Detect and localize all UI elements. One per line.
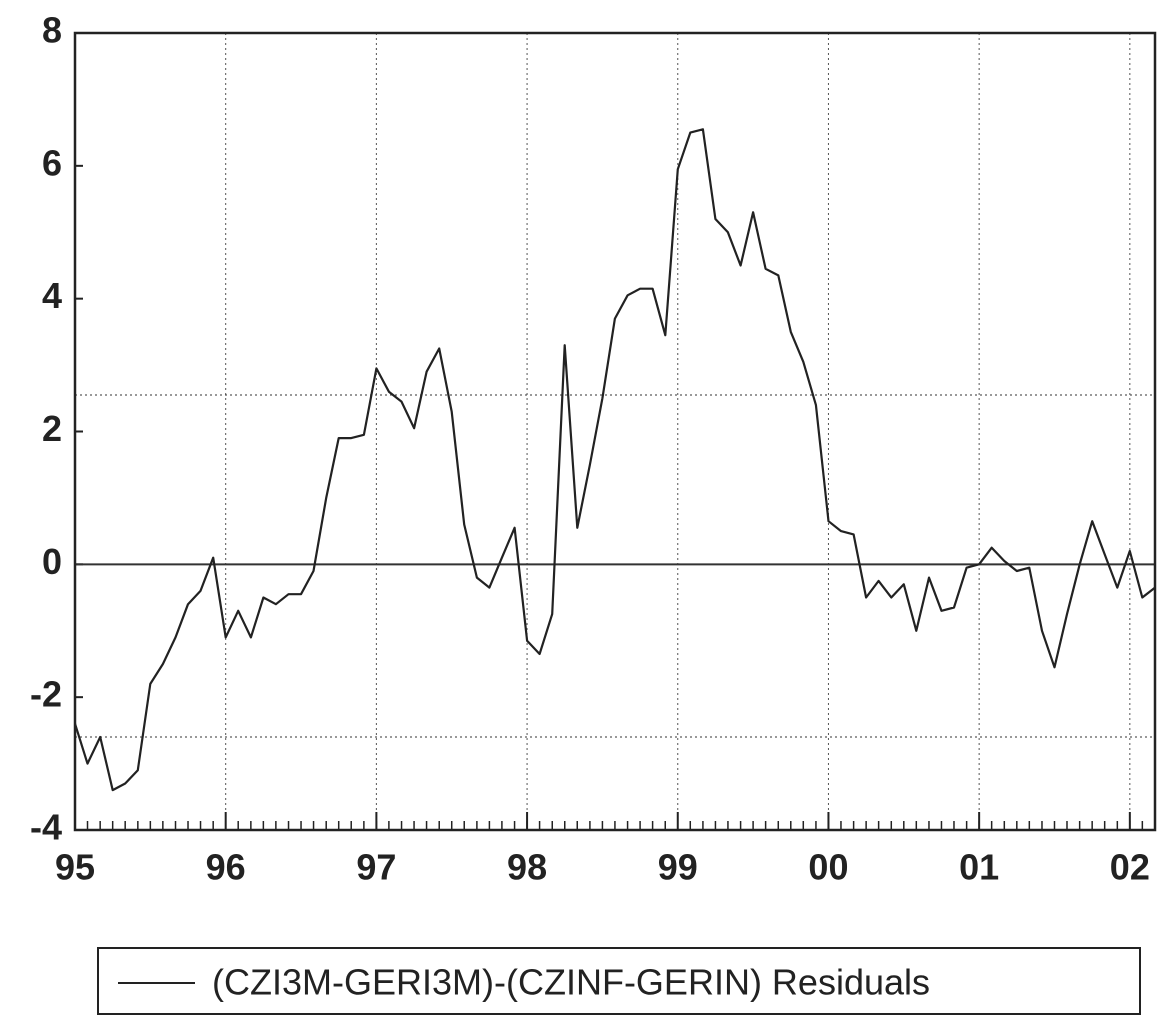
x-tick-label: 95 — [55, 847, 95, 888]
y-tick-label: 0 — [42, 541, 62, 582]
legend-label: (CZI3M-GERI3M)-(CZINF-GERIN) Residuals — [212, 962, 930, 1003]
y-tick-label: -4 — [30, 807, 62, 848]
y-tick-label: -2 — [30, 674, 62, 715]
y-tick-label: 2 — [42, 408, 62, 449]
y-tick-label: 4 — [42, 275, 62, 316]
x-tick-label: 96 — [206, 847, 246, 888]
x-tick-label: 00 — [808, 847, 848, 888]
legend-box — [97, 947, 1141, 1015]
series-line — [73, 128, 1156, 792]
x-tick-label: 99 — [658, 847, 698, 888]
x-tick-label: 01 — [959, 847, 999, 888]
y-tick-label: 8 — [42, 10, 62, 51]
x-tick-label: 97 — [356, 847, 396, 888]
x-tick-label: 02 — [1110, 847, 1150, 888]
plot-frame — [73, 31, 1157, 832]
x-tick-label: 98 — [507, 847, 547, 888]
y-tick-label: 6 — [42, 142, 62, 183]
